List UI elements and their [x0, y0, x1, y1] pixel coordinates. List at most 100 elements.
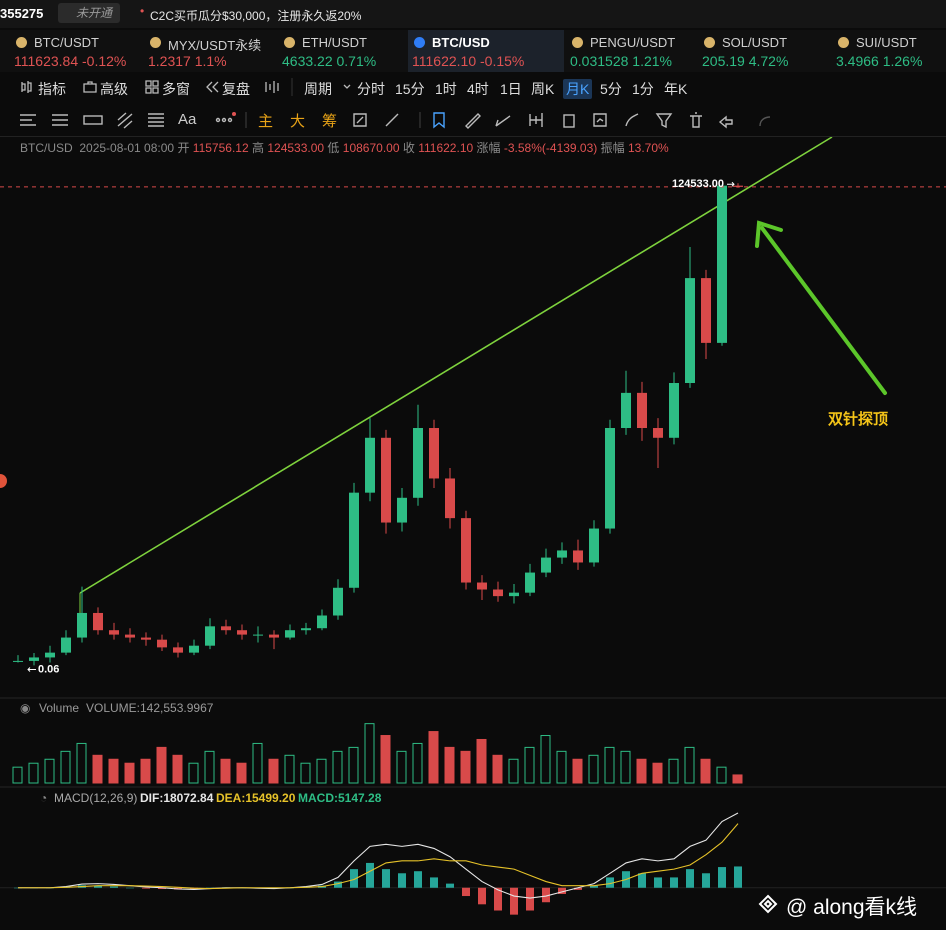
- volume-bar: [124, 762, 135, 784]
- ticker-tab[interactable]: BTC/USDT 111623.84 -0.12%: [10, 30, 144, 72]
- news[interactable]: C2C买币瓜分$30,000，注册永久返20%: [150, 9, 362, 23]
- chips-tool[interactable]: 筹: [322, 113, 338, 130]
- ticker-change: 1.1%: [194, 53, 227, 69]
- macd-bar: [446, 883, 454, 888]
- volume-bar: [700, 758, 711, 784]
- macd-bar: [590, 885, 598, 888]
- ticker-price: 4633.22: [282, 53, 333, 69]
- macd-bar: [638, 873, 646, 888]
- info-label: 高: [251, 141, 264, 155]
- ticker-tabs: BTC/USDT 111623.84 -0.12% MYX/USDT永续 1.2317…: [0, 30, 946, 72]
- macd-bar: [526, 887, 534, 911]
- macd-bar: [414, 871, 422, 888]
- candle-body: [461, 518, 471, 583]
- macd-bar: [94, 885, 102, 888]
- volume-bar: [620, 750, 631, 784]
- toolbar-item[interactable]: 4时: [467, 81, 489, 97]
- big-tool[interactable]: 大: [290, 113, 306, 130]
- volume-bar: [444, 746, 455, 784]
- volume-bar: [460, 750, 471, 784]
- news-dot: •: [140, 4, 145, 18]
- toolbar-item[interactable]: 多窗: [162, 81, 190, 97]
- panel-icon[interactable]: ◉: [20, 701, 31, 715]
- ticker-symbol: BTC/USD: [432, 35, 490, 50]
- candle-body: [189, 645, 199, 653]
- candle-body: [157, 639, 167, 648]
- macd-bar: [142, 887, 150, 889]
- macd-bar: [462, 887, 470, 897]
- ohlc-info: BTC/USD 2025-08-01 08:00 开 115756.12 高 1…: [20, 139, 669, 156]
- ticker-tab[interactable]: SUI/USDT 3.4966 1.26%: [832, 30, 946, 72]
- macd-bar: [670, 877, 678, 888]
- volume-bar: [556, 750, 567, 784]
- candle-body: [237, 630, 247, 635]
- volume-bar: [76, 742, 87, 784]
- toolbar-item[interactable]: 1分: [632, 81, 654, 97]
- candle-body: [269, 634, 279, 638]
- font-tool[interactable]: Aa: [178, 111, 197, 128]
- info-label: 涨幅: [476, 141, 501, 155]
- tool-icons: [20, 112, 771, 129]
- info-value: -3.58%(-4139.03): [503, 141, 598, 155]
- toolbar-item[interactable]: 年K: [664, 81, 688, 97]
- macd-bar: [734, 866, 742, 888]
- volume-bar: [364, 723, 375, 784]
- volume-bar: [300, 762, 311, 784]
- candle-body: [205, 626, 215, 646]
- volume-bar: [156, 746, 167, 784]
- candle-body: [669, 383, 679, 438]
- macd-bar: [558, 887, 566, 894]
- volume-bar: [652, 762, 663, 784]
- watermark: @ along看k线: [786, 896, 918, 919]
- ticker-symbol: ETH/USDT: [302, 35, 367, 50]
- candle-body: [77, 612, 87, 638]
- macd-bar: [718, 867, 726, 888]
- ticker-tab[interactable]: SOL/USDT 205.19 4.72%: [698, 30, 832, 72]
- volume-bar: [588, 754, 599, 784]
- ticker-price: 205.19: [702, 53, 745, 69]
- main-tool[interactable]: 主: [258, 113, 274, 130]
- toolbar-item[interactable]: 高级: [100, 81, 128, 97]
- volume-bar: [492, 754, 503, 784]
- candle-body: [29, 657, 39, 661]
- candle-body: [285, 630, 295, 638]
- toolbar-item[interactable]: 5分: [600, 81, 622, 97]
- top-bar: 355275 未开通 • C2C买币瓜分$30,000，注册永久返20%: [0, 0, 946, 28]
- toolbar-item[interactable]: 复盘: [222, 81, 250, 97]
- ticker-change: -0.15%: [480, 53, 525, 69]
- info-time: 2025-08-01 08:00: [79, 141, 175, 155]
- macd-bar: [398, 873, 406, 888]
- candle-body: [589, 528, 599, 563]
- dea-label: DEA:15499.20: [216, 791, 296, 805]
- toolbar-item[interactable]: 周K: [531, 81, 555, 97]
- toolbar-item[interactable]: 1时: [435, 81, 457, 97]
- toolbar-item[interactable]: 15分: [395, 81, 425, 97]
- candle-body: [333, 587, 343, 616]
- volume-bar: [268, 758, 279, 784]
- ticker-price: 1.2317: [148, 53, 191, 69]
- toolbar-item[interactable]: 分时: [357, 81, 385, 97]
- volume-bar: [44, 758, 55, 784]
- toolbar-item[interactable]: 1日: [500, 81, 522, 97]
- ticker-tab[interactable]: MYX/USDT永续 1.2317 1.1%: [144, 30, 278, 72]
- candle-body: [621, 392, 631, 429]
- ticker-tab[interactable]: BTC/USD 111622.10 -0.15%: [408, 30, 564, 72]
- candle-body: [605, 428, 615, 529]
- volume-bar: [428, 731, 439, 784]
- toolbar-item[interactable]: 周期: [304, 81, 332, 97]
- panel-icon[interactable]: ◔: [40, 791, 48, 805]
- drawing-toolbar: Aa 主 大 筹: [0, 104, 946, 137]
- toolbar-item[interactable]: 月K: [563, 79, 593, 99]
- badge[interactable]: 未开通: [58, 3, 121, 23]
- ticker-quote: 111622.10 -0.15%: [412, 53, 524, 69]
- volume-bar: [92, 754, 103, 784]
- ticker-icon: [16, 37, 27, 48]
- volume-bar: [332, 750, 343, 784]
- toolbar-icon: [265, 81, 279, 93]
- macd-name: MACD(12,26,9): [54, 791, 138, 805]
- toolbar-item[interactable]: 指标: [38, 81, 66, 97]
- volume-bar: [636, 758, 647, 784]
- macd-bar: [382, 869, 390, 888]
- ticker-tab[interactable]: ETH/USDT 4633.22 0.71%: [278, 30, 412, 72]
- ticker-tab[interactable]: PENGU/USDT 0.031528 1.21%: [566, 30, 700, 72]
